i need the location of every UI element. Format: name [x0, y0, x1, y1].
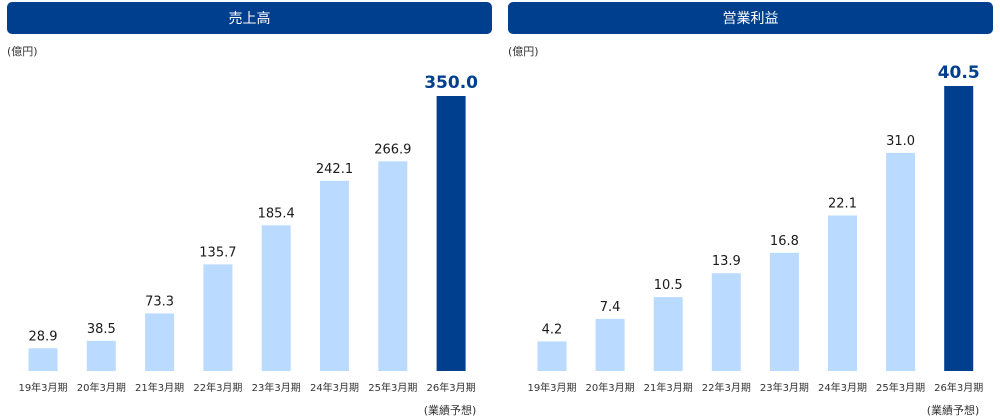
operating-profit-unit-label: (億円)	[508, 45, 539, 58]
operating-profit-bar-2	[653, 297, 683, 371]
sales-value-label-3: 135.7	[199, 245, 236, 260]
sales-value-label-2: 73.3	[145, 294, 174, 309]
sales-bar-4	[261, 225, 291, 371]
operating-profit-category-label-2: 21年3月期	[644, 381, 693, 394]
sales-bar-1	[86, 340, 116, 372]
operating-profit-bar-3	[711, 273, 741, 371]
sales-bar-5	[320, 180, 349, 371]
sales-forecast-note: (業績予想)	[423, 404, 477, 417]
operating-profit-bar-chart: 4.2 19年3月期 7.4 20年3月期 10.5 21年3月期 13.9 22年3月期 16…	[527, 63, 983, 394]
operating-profit-value-label-4: 16.8	[770, 234, 799, 249]
sales-chart-title: 売上高	[7, 2, 492, 34]
sales-chart-panel: 売上高 (億円) 28.9 19年3月期 38.5 20年3月期 73.3 21年3月期 1…	[7, 0, 492, 420]
operating-profit-category-label-3: 22年3月期	[702, 381, 751, 394]
operating-profit-value-label-6: 31.0	[886, 134, 915, 149]
sales-category-label-7: 26年3月期	[427, 381, 476, 394]
sales-bar-0	[28, 348, 58, 371]
sales-value-label-1: 38.5	[87, 322, 116, 337]
operating-profit-value-label-5: 22.1	[828, 197, 857, 212]
sales-value-label-0: 28.9	[29, 329, 58, 344]
sales-value-label-5: 242.1	[316, 162, 353, 177]
operating-profit-forecast-note: (業績予想)	[926, 404, 980, 417]
sales-bar-6	[378, 161, 408, 371]
sales-category-label-6: 25年3月期	[368, 381, 417, 394]
sales-bar-2	[145, 313, 175, 371]
sales-category-label-1: 20年3月期	[77, 381, 126, 394]
operating-profit-bar-1	[595, 318, 625, 371]
sales-category-label-4: 23年3月期	[252, 381, 301, 394]
operating-profit-bar-6	[886, 152, 916, 371]
sales-value-label-7: 350.0	[424, 73, 478, 93]
sales-category-label-0: 19年3月期	[18, 381, 67, 394]
operating-profit-chart-panel: 営業利益 (億円) 4.2 19年3月期 7.4 20年3月期 10.5 21年3月期 13…	[508, 0, 993, 420]
operating-profit-value-label-7: 40.5	[938, 63, 980, 83]
operating-profit-value-label-1: 7.4	[600, 300, 621, 315]
sales-category-label-5: 24年3月期	[310, 381, 359, 394]
sales-bar-chart: 28.9 19年3月期 38.5 20年3月期 73.3 21年3月期 135.7 22年3月…	[18, 73, 478, 394]
operating-profit-category-label-4: 23年3月期	[760, 381, 809, 394]
sales-bar-3	[203, 264, 233, 371]
operating-profit-chart-title: 営業利益	[508, 2, 993, 34]
operating-profit-value-label-3: 13.9	[712, 254, 741, 269]
operating-profit-bar-7	[944, 86, 974, 371]
operating-profit-bar-4	[769, 252, 799, 371]
sales-value-label-4: 185.4	[258, 206, 295, 221]
operating-profit-category-label-7: 26年3月期	[934, 381, 983, 394]
operating-profit-category-label-6: 25年3月期	[876, 381, 925, 394]
operating-profit-category-label-5: 24年3月期	[818, 381, 867, 394]
operating-profit-category-label-0: 19年3月期	[527, 381, 576, 394]
sales-unit-label: (億円)	[7, 45, 38, 58]
sales-category-label-3: 22年3月期	[193, 381, 242, 394]
sales-category-label-2: 21年3月期	[135, 381, 184, 394]
operating-profit-bar-0	[537, 341, 567, 371]
sales-bar-7	[436, 96, 466, 371]
operating-profit-bar-5	[828, 215, 857, 371]
operating-profit-category-label-1: 20年3月期	[586, 381, 635, 394]
operating-profit-value-label-0: 4.2	[542, 322, 563, 337]
sales-value-label-6: 266.9	[374, 142, 411, 157]
operating-profit-value-label-2: 10.5	[654, 278, 683, 293]
